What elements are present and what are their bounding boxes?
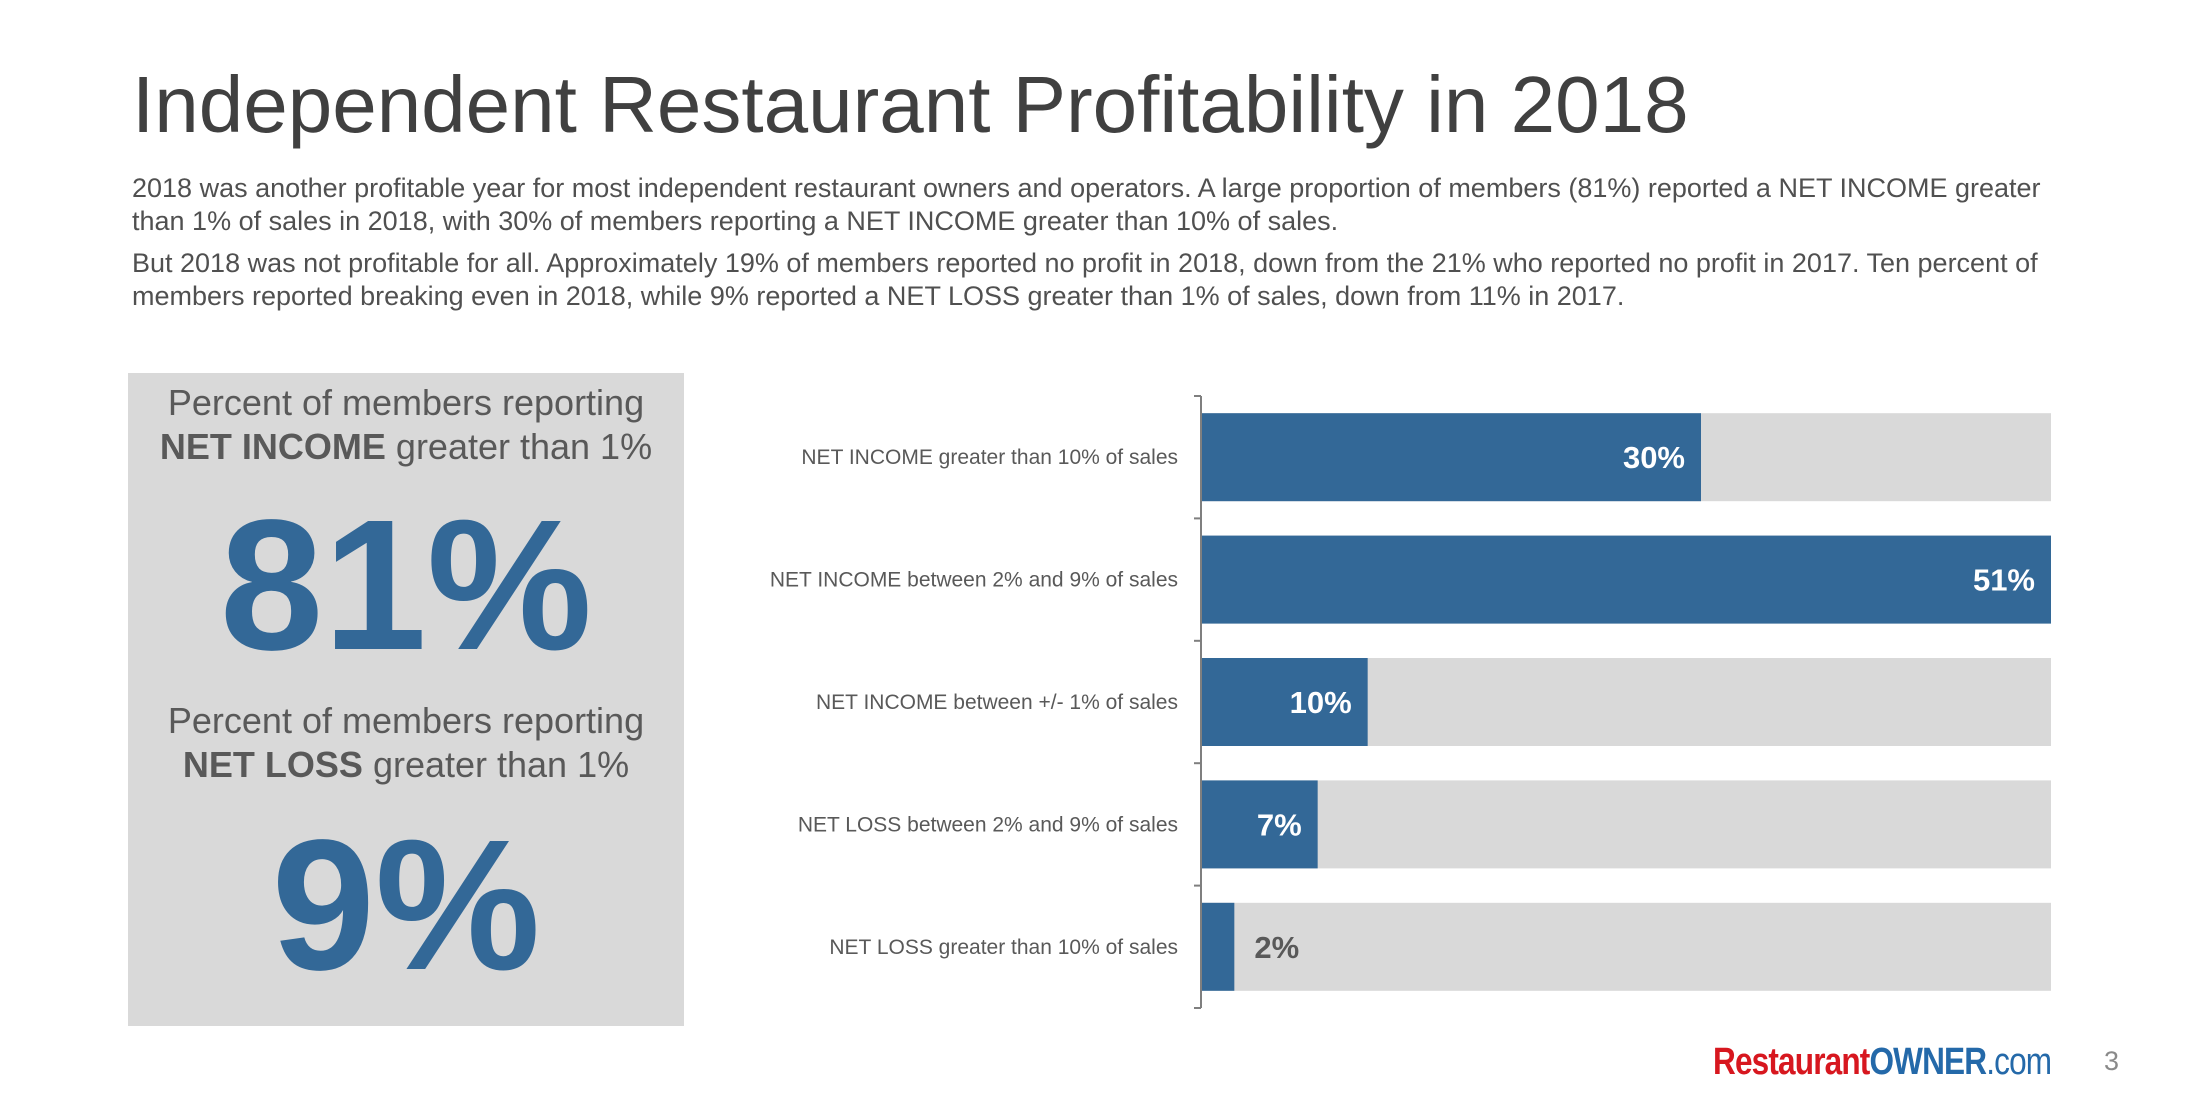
logo-restaurant-text: Restaurant — [1713, 1041, 1870, 1083]
category-label: NET LOSS between 2% and 9% of sales — [798, 813, 1178, 836]
restaurantowner-logo: RestaurantOWNER.com — [1713, 1040, 2121, 1084]
net-loss-kpi-value: 9% — [271, 802, 541, 1009]
value-label: 7% — [1257, 807, 1302, 842]
net-loss-kpi-heading: Percent of members reporting NET LOSS gr… — [128, 699, 684, 787]
slide-title: Independent Restaurant Profitability in … — [132, 60, 1689, 149]
page-number: 3 — [2104, 1046, 2120, 1076]
category-label: NET INCOME between +/- 1% of sales — [816, 691, 1178, 714]
intro-text: 2018 was another profitable year for mos… — [132, 172, 2092, 322]
intro-paragraph-1: 2018 was another profitable year for mos… — [132, 173, 2041, 236]
logo-dotcom-text: .com — [1986, 1041, 2052, 1083]
bar — [1201, 902, 1235, 991]
net-loss-kpi-line1: Percent of members reporting — [167, 700, 645, 741]
logo-owner-text: OWNER — [1869, 1041, 1987, 1083]
bar — [1201, 780, 1318, 869]
category-label: NET LOSS greater than 10% of sales — [829, 936, 1178, 959]
value-label: 51% — [1973, 563, 2035, 598]
kpi-panel: Percent of members reporting NET INCOME … — [128, 373, 684, 1026]
category-label: NET INCOME between 2% and 9% of sales — [770, 569, 1178, 592]
net-loss-kpi-rest: greater than 1% — [372, 744, 630, 785]
category-label: NET INCOME greater than 10% of sales — [801, 446, 1178, 469]
net-income-kpi-heading: Percent of members reporting NET INCOME … — [128, 381, 684, 469]
bar — [1201, 658, 1368, 746]
bar — [1201, 413, 1701, 502]
value-label: 30% — [1623, 440, 1685, 475]
net-income-kpi-line1: Percent of members reporting — [167, 382, 645, 423]
value-label: 2% — [1254, 930, 1299, 965]
net-income-kpi-bold: NET INCOME — [159, 426, 386, 467]
net-income-kpi-rest: greater than 1% — [395, 426, 653, 467]
value-label: 10% — [1290, 685, 1352, 720]
bar-track — [1201, 780, 2051, 869]
bar — [1201, 535, 2051, 624]
net-income-kpi-value: 81% — [219, 482, 593, 689]
net-loss-kpi-bold: NET LOSS — [182, 744, 363, 785]
intro-paragraph-2: But 2018 was not profitable for all. App… — [132, 248, 2038, 311]
bar-track — [1201, 902, 2051, 991]
